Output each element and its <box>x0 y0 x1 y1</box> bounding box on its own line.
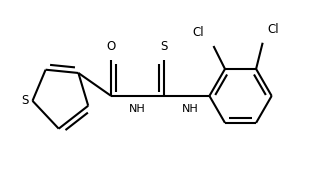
Text: S: S <box>21 94 29 107</box>
Text: Cl: Cl <box>192 26 204 39</box>
Text: S: S <box>160 40 167 53</box>
Text: NH: NH <box>181 104 198 114</box>
Text: NH: NH <box>129 104 146 114</box>
Text: O: O <box>106 40 116 53</box>
Text: Cl: Cl <box>268 23 279 36</box>
